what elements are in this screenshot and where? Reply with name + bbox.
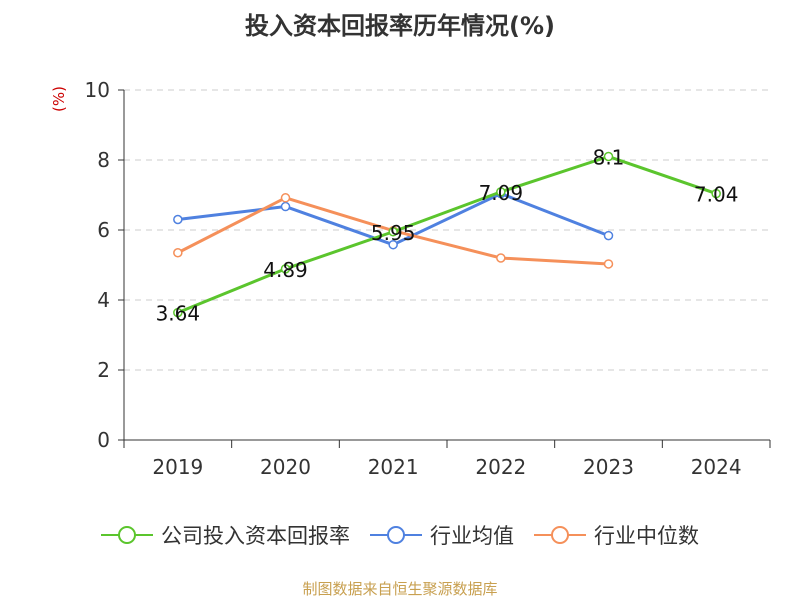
data-point (496, 187, 506, 197)
legend-item-industry-median[interactable]: 行业中位数 (534, 520, 699, 550)
x-tick-label: 2022 (475, 455, 526, 479)
legend-item-industry-mean[interactable]: 行业均值 (370, 520, 514, 550)
data-point (173, 214, 183, 225)
y-tick-label: 4 (97, 288, 110, 312)
x-tick-label: 2023 (583, 455, 634, 479)
data-point (603, 151, 614, 162)
data-point (603, 259, 614, 269)
data-point (280, 193, 291, 203)
legend-marker-icon (101, 526, 153, 544)
data-point (280, 201, 291, 212)
data-point (711, 188, 721, 199)
y-tick-label: 0 (97, 428, 110, 452)
data-point (388, 239, 398, 250)
y-tick-label: 6 (97, 218, 110, 242)
data-label: 4.89 (263, 258, 308, 282)
data-point (280, 264, 291, 274)
data-label: 3.64 (156, 302, 201, 326)
chart-title: 投入资本回报率历年情况(%) (245, 12, 555, 40)
data-point (388, 227, 398, 237)
data-label: 8.1 (593, 146, 625, 170)
data-point (603, 230, 614, 241)
legend-label: 行业中位数 (594, 524, 699, 548)
data-point (496, 253, 506, 263)
data-label: 5.95 (371, 221, 416, 245)
legend-marker-icon (370, 526, 422, 544)
y-tick-label: 10 (85, 78, 110, 102)
x-tick-label: 2021 (368, 455, 419, 479)
data-point (173, 248, 183, 258)
x-tick-label: 2019 (152, 455, 203, 479)
y-tick-label: 2 (97, 358, 110, 382)
series-line (177, 155, 717, 314)
legend: 公司投入资本回报率 行业均值 行业中位数 (0, 520, 800, 550)
legend-item-company[interactable]: 公司投入资本回报率 (101, 520, 350, 550)
legend-label: 行业均值 (430, 524, 514, 548)
legend-label: 公司投入资本回报率 (161, 524, 350, 548)
data-label: 7.09 (479, 181, 524, 205)
x-tick-label: 2020 (260, 455, 311, 479)
x-tick-label: 2024 (691, 455, 742, 479)
data-label: 7.04 (694, 183, 739, 207)
data-source: 制图数据来自恒生聚源数据库 (302, 580, 498, 598)
legend-marker-icon (534, 526, 586, 544)
y-tick-label: 8 (97, 148, 110, 172)
data-point (173, 307, 183, 318)
